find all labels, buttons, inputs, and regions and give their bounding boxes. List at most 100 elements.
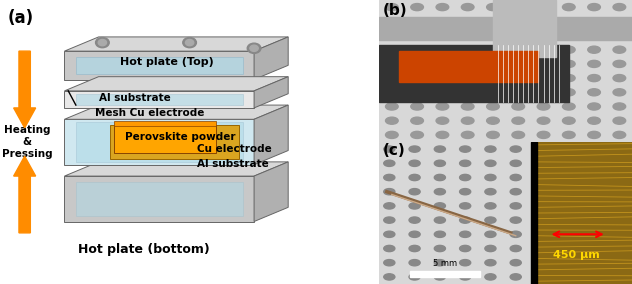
Circle shape: [510, 260, 521, 266]
Circle shape: [409, 217, 420, 223]
Circle shape: [537, 60, 550, 67]
Circle shape: [537, 46, 550, 53]
Circle shape: [98, 39, 107, 46]
Circle shape: [588, 131, 600, 139]
Circle shape: [434, 146, 446, 152]
Circle shape: [537, 103, 550, 110]
Circle shape: [185, 39, 194, 46]
Circle shape: [487, 3, 499, 11]
Bar: [531, 142, 537, 284]
Circle shape: [436, 46, 449, 53]
Text: (c): (c): [382, 143, 405, 158]
Circle shape: [459, 189, 471, 195]
Text: Cu electrode: Cu electrode: [197, 144, 272, 154]
Circle shape: [409, 189, 420, 195]
Circle shape: [537, 131, 550, 139]
Circle shape: [436, 89, 449, 96]
Circle shape: [512, 46, 525, 53]
FancyArrow shape: [14, 51, 35, 128]
Circle shape: [434, 274, 446, 280]
Circle shape: [384, 146, 395, 152]
Text: 5 mm: 5 mm: [433, 259, 457, 268]
Circle shape: [537, 117, 550, 124]
Circle shape: [588, 46, 600, 53]
Polygon shape: [64, 176, 254, 222]
Circle shape: [436, 18, 449, 25]
Circle shape: [436, 103, 449, 110]
Circle shape: [247, 43, 261, 53]
Circle shape: [562, 3, 575, 11]
Circle shape: [613, 131, 626, 139]
Circle shape: [386, 32, 398, 39]
Circle shape: [386, 3, 398, 11]
Circle shape: [411, 89, 423, 96]
Circle shape: [386, 60, 398, 67]
Circle shape: [434, 189, 446, 195]
Circle shape: [485, 260, 496, 266]
Circle shape: [613, 18, 626, 25]
Circle shape: [409, 203, 420, 209]
Circle shape: [459, 260, 471, 266]
Circle shape: [459, 274, 471, 280]
Circle shape: [487, 18, 499, 25]
Circle shape: [409, 274, 420, 280]
Polygon shape: [254, 77, 288, 108]
Circle shape: [487, 131, 499, 139]
Circle shape: [384, 245, 395, 252]
Polygon shape: [64, 51, 254, 80]
Circle shape: [485, 231, 496, 237]
Circle shape: [409, 174, 420, 181]
Circle shape: [485, 245, 496, 252]
Circle shape: [485, 274, 496, 280]
Circle shape: [562, 74, 575, 82]
Circle shape: [510, 203, 521, 209]
Polygon shape: [76, 94, 243, 105]
Circle shape: [461, 131, 474, 139]
Bar: [379, 45, 569, 102]
Circle shape: [613, 60, 626, 67]
Circle shape: [537, 32, 550, 39]
Circle shape: [386, 74, 398, 82]
Circle shape: [436, 117, 449, 124]
Circle shape: [434, 260, 446, 266]
Circle shape: [562, 18, 575, 25]
Circle shape: [512, 60, 525, 67]
Circle shape: [512, 117, 525, 124]
Circle shape: [436, 60, 449, 67]
Circle shape: [386, 18, 398, 25]
Circle shape: [487, 89, 499, 96]
Circle shape: [512, 131, 525, 139]
Circle shape: [613, 32, 626, 39]
Text: Al substrate: Al substrate: [99, 93, 171, 103]
Text: 450 μm: 450 μm: [553, 250, 600, 260]
Circle shape: [512, 74, 525, 82]
Circle shape: [411, 117, 423, 124]
Circle shape: [588, 89, 600, 96]
Polygon shape: [110, 125, 239, 159]
Circle shape: [613, 3, 626, 11]
Circle shape: [409, 146, 420, 152]
Circle shape: [487, 32, 499, 39]
Bar: [410, 270, 480, 277]
Text: (a): (a): [8, 9, 33, 26]
Text: Hot plate (Top): Hot plate (Top): [120, 57, 214, 68]
Polygon shape: [254, 162, 288, 222]
Circle shape: [487, 103, 499, 110]
Text: (b): (b): [382, 3, 407, 18]
Circle shape: [588, 3, 600, 11]
Circle shape: [384, 174, 395, 181]
Bar: [379, 17, 632, 40]
Polygon shape: [114, 125, 216, 153]
Circle shape: [510, 160, 521, 166]
Circle shape: [461, 46, 474, 53]
Polygon shape: [64, 91, 254, 108]
Circle shape: [588, 18, 600, 25]
Circle shape: [510, 274, 521, 280]
Circle shape: [461, 32, 474, 39]
Circle shape: [510, 245, 521, 252]
Circle shape: [485, 189, 496, 195]
Circle shape: [384, 260, 395, 266]
Circle shape: [485, 160, 496, 166]
Circle shape: [613, 46, 626, 53]
Circle shape: [510, 189, 521, 195]
